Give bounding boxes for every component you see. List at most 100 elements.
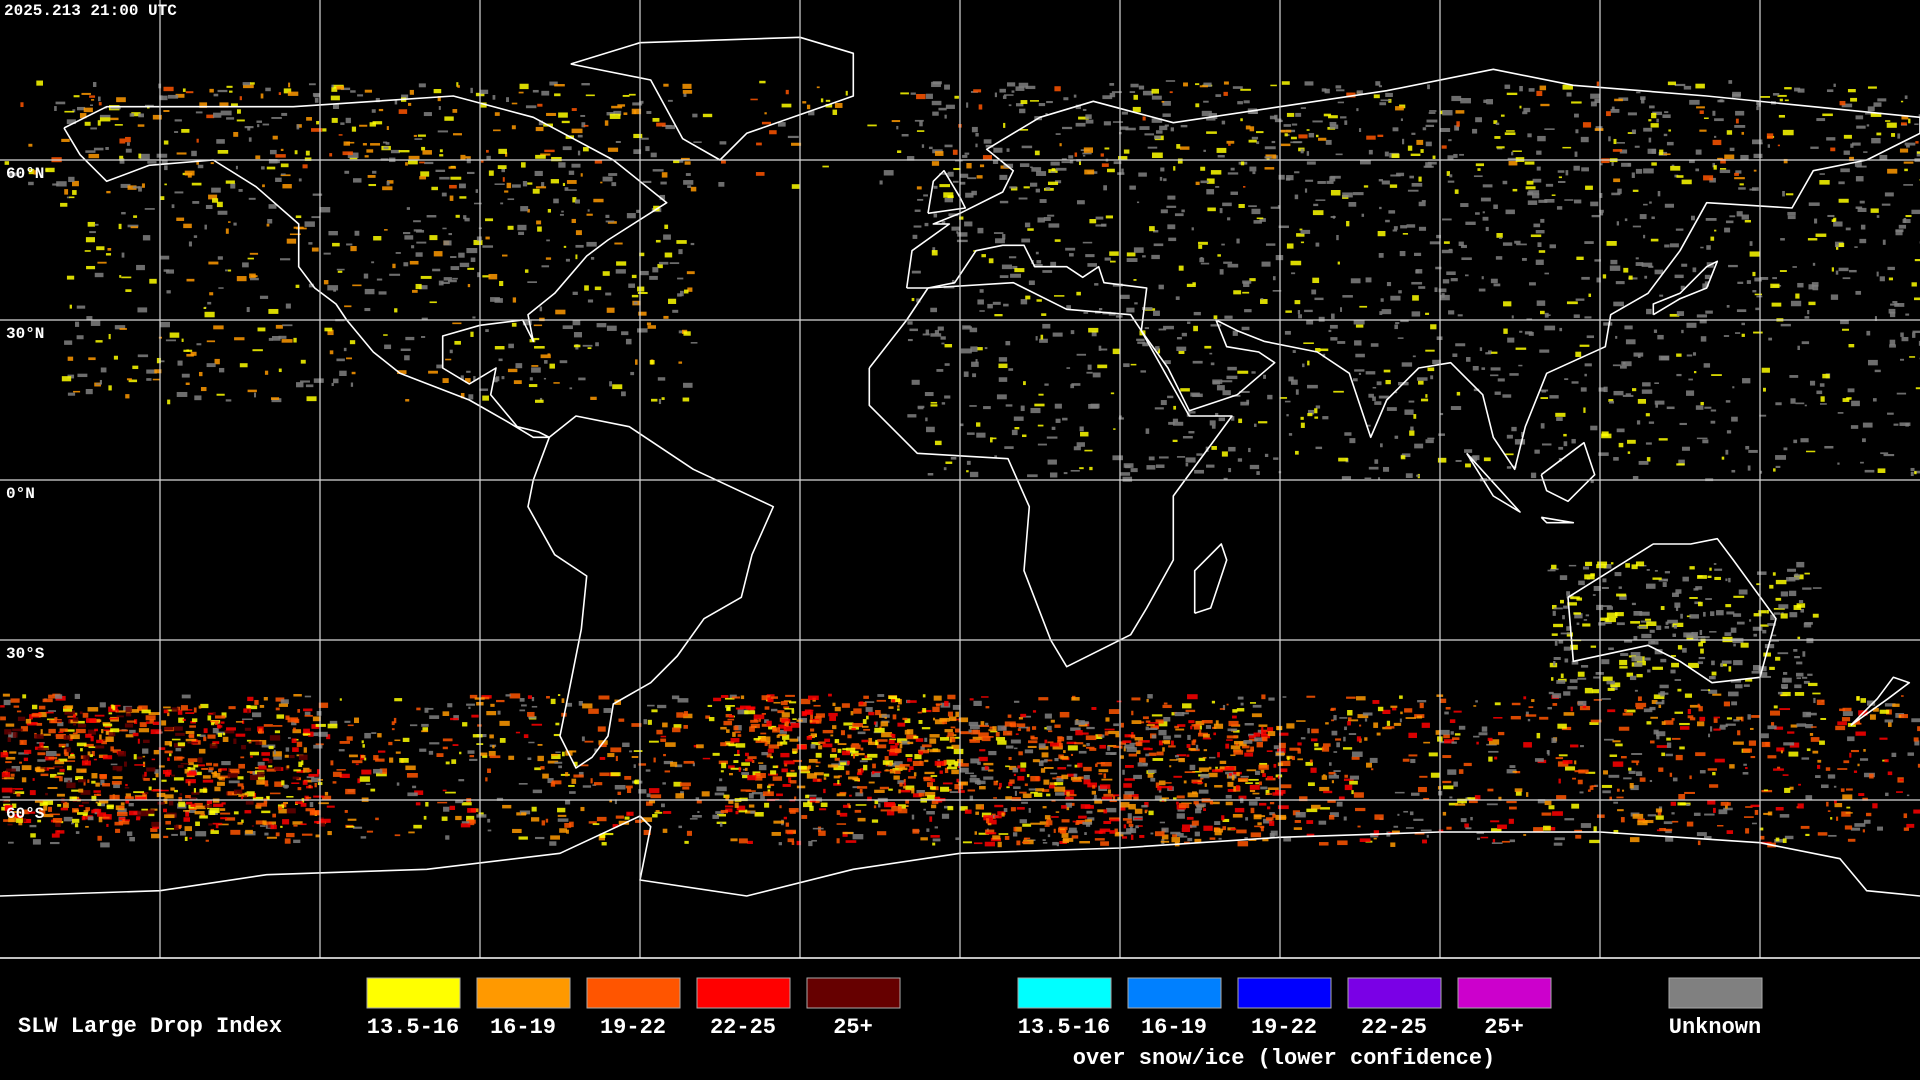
cloud-speck bbox=[939, 770, 943, 774]
cloud-speck bbox=[423, 815, 427, 820]
cloud-speck bbox=[466, 703, 476, 706]
cloud-speck bbox=[43, 805, 48, 811]
cloud-speck bbox=[1884, 192, 1894, 197]
cloud-speck bbox=[1248, 738, 1258, 742]
cloud-speck bbox=[1240, 775, 1249, 778]
cloud-speck bbox=[1380, 298, 1384, 302]
cloud-speck bbox=[1300, 229, 1311, 234]
cloud-speck bbox=[1879, 276, 1885, 282]
cloud-speck bbox=[1656, 734, 1660, 740]
cloud-speck bbox=[1700, 336, 1707, 342]
cloud-speck bbox=[1098, 769, 1109, 773]
cloud-speck bbox=[237, 783, 244, 787]
cloud-speck bbox=[689, 818, 698, 820]
cloud-speck bbox=[118, 820, 130, 825]
cloud-speck bbox=[246, 705, 251, 709]
cloud-speck bbox=[1617, 809, 1624, 812]
cloud-speck bbox=[913, 225, 922, 228]
cloud-speck bbox=[390, 149, 400, 154]
cloud-speck bbox=[81, 815, 86, 821]
cloud-speck bbox=[1726, 830, 1734, 834]
cloud-speck bbox=[359, 124, 368, 127]
cloud-speck bbox=[412, 289, 418, 293]
cloud-speck bbox=[151, 833, 160, 839]
cloud-speck bbox=[1108, 312, 1116, 316]
cloud-speck bbox=[1230, 745, 1241, 750]
cloud-speck bbox=[1174, 755, 1179, 758]
cloud-speck bbox=[535, 126, 544, 132]
cloud-speck bbox=[60, 202, 68, 207]
cloud-speck bbox=[1856, 696, 1860, 701]
cloud-speck bbox=[494, 346, 505, 350]
cloud-speck bbox=[1838, 242, 1845, 248]
cloud-speck bbox=[1022, 823, 1032, 827]
cloud-speck bbox=[1267, 806, 1271, 810]
cloud-speck bbox=[550, 835, 560, 840]
cloud-speck bbox=[907, 776, 916, 779]
cloud-speck bbox=[1115, 733, 1120, 738]
cloud-speck bbox=[40, 729, 43, 735]
cloud-speck bbox=[105, 736, 114, 742]
cloud-speck bbox=[622, 742, 630, 748]
cloud-speck bbox=[395, 751, 401, 754]
cloud-speck bbox=[1115, 315, 1123, 318]
cloud-speck bbox=[806, 735, 813, 740]
cloud-speck bbox=[166, 828, 174, 830]
cloud-speck bbox=[470, 87, 473, 94]
cloud-speck bbox=[1460, 818, 1467, 823]
cloud-speck bbox=[930, 835, 940, 838]
cloud-speck bbox=[1881, 203, 1891, 206]
cloud-speck bbox=[1521, 257, 1527, 261]
cloud-speck bbox=[1294, 194, 1299, 200]
cloud-speck bbox=[855, 753, 865, 756]
cloud-speck bbox=[1838, 198, 1849, 203]
cloud-speck bbox=[741, 762, 750, 766]
cloud-speck bbox=[67, 356, 74, 361]
cloud-speck bbox=[1692, 267, 1697, 273]
cloud-speck bbox=[1124, 744, 1135, 749]
cloud-speck bbox=[730, 838, 738, 842]
cloud-speck bbox=[1250, 746, 1255, 752]
cloud-speck bbox=[1847, 736, 1855, 742]
cloud-speck bbox=[487, 818, 491, 823]
cloud-speck bbox=[864, 701, 875, 703]
cloud-speck bbox=[1187, 792, 1199, 798]
cloud-speck bbox=[302, 733, 311, 736]
cloud-speck bbox=[906, 700, 917, 703]
cloud-speck bbox=[1837, 462, 1840, 465]
cloud-speck bbox=[1233, 750, 1244, 755]
cloud-speck bbox=[1240, 702, 1244, 706]
cloud-speck bbox=[1411, 311, 1421, 317]
cloud-speck bbox=[128, 803, 134, 807]
cloud-speck bbox=[1025, 295, 1031, 300]
cloud-speck bbox=[1631, 129, 1637, 135]
cloud-speck bbox=[1039, 338, 1048, 343]
cloud-speck bbox=[1593, 826, 1597, 832]
cloud-speck bbox=[1600, 163, 1603, 166]
cloud-speck bbox=[127, 224, 139, 228]
cloud-speck bbox=[1141, 804, 1148, 808]
cloud-speck bbox=[1696, 832, 1707, 836]
cloud-speck bbox=[67, 780, 71, 782]
cloud-speck bbox=[771, 831, 782, 836]
cloud-speck bbox=[1654, 400, 1665, 405]
cloud-speck bbox=[1435, 266, 1442, 270]
cloud-speck bbox=[1095, 216, 1104, 220]
cloud-speck bbox=[1649, 201, 1652, 204]
cloud-speck bbox=[614, 784, 626, 790]
cloud-speck bbox=[59, 728, 68, 732]
cloud-speck bbox=[1618, 97, 1629, 101]
cloud-speck bbox=[1707, 768, 1717, 771]
cloud-speck bbox=[1759, 470, 1763, 474]
cloud-speck bbox=[1837, 721, 1847, 726]
cloud-speck bbox=[642, 180, 652, 184]
cloud-speck bbox=[1674, 83, 1686, 87]
cloud-speck bbox=[1409, 175, 1414, 179]
cloud-speck bbox=[1154, 831, 1165, 837]
cloud-speck bbox=[1046, 100, 1053, 104]
cloud-speck bbox=[1876, 271, 1879, 277]
cloud-speck bbox=[696, 744, 704, 749]
cloud-speck bbox=[1208, 766, 1212, 770]
cloud-speck bbox=[1800, 825, 1810, 829]
cloud-speck bbox=[947, 732, 954, 737]
